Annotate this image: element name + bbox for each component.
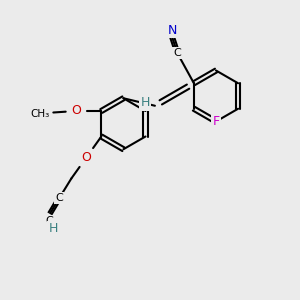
Text: O: O bbox=[81, 151, 91, 164]
Text: H: H bbox=[49, 222, 58, 235]
Text: C: C bbox=[56, 193, 63, 203]
Text: N: N bbox=[167, 24, 177, 37]
Text: C: C bbox=[45, 216, 53, 226]
Text: C: C bbox=[173, 48, 181, 58]
Text: CH₃: CH₃ bbox=[30, 109, 50, 119]
Text: F: F bbox=[212, 115, 220, 128]
Text: O: O bbox=[71, 104, 81, 118]
Text: H: H bbox=[141, 96, 150, 109]
